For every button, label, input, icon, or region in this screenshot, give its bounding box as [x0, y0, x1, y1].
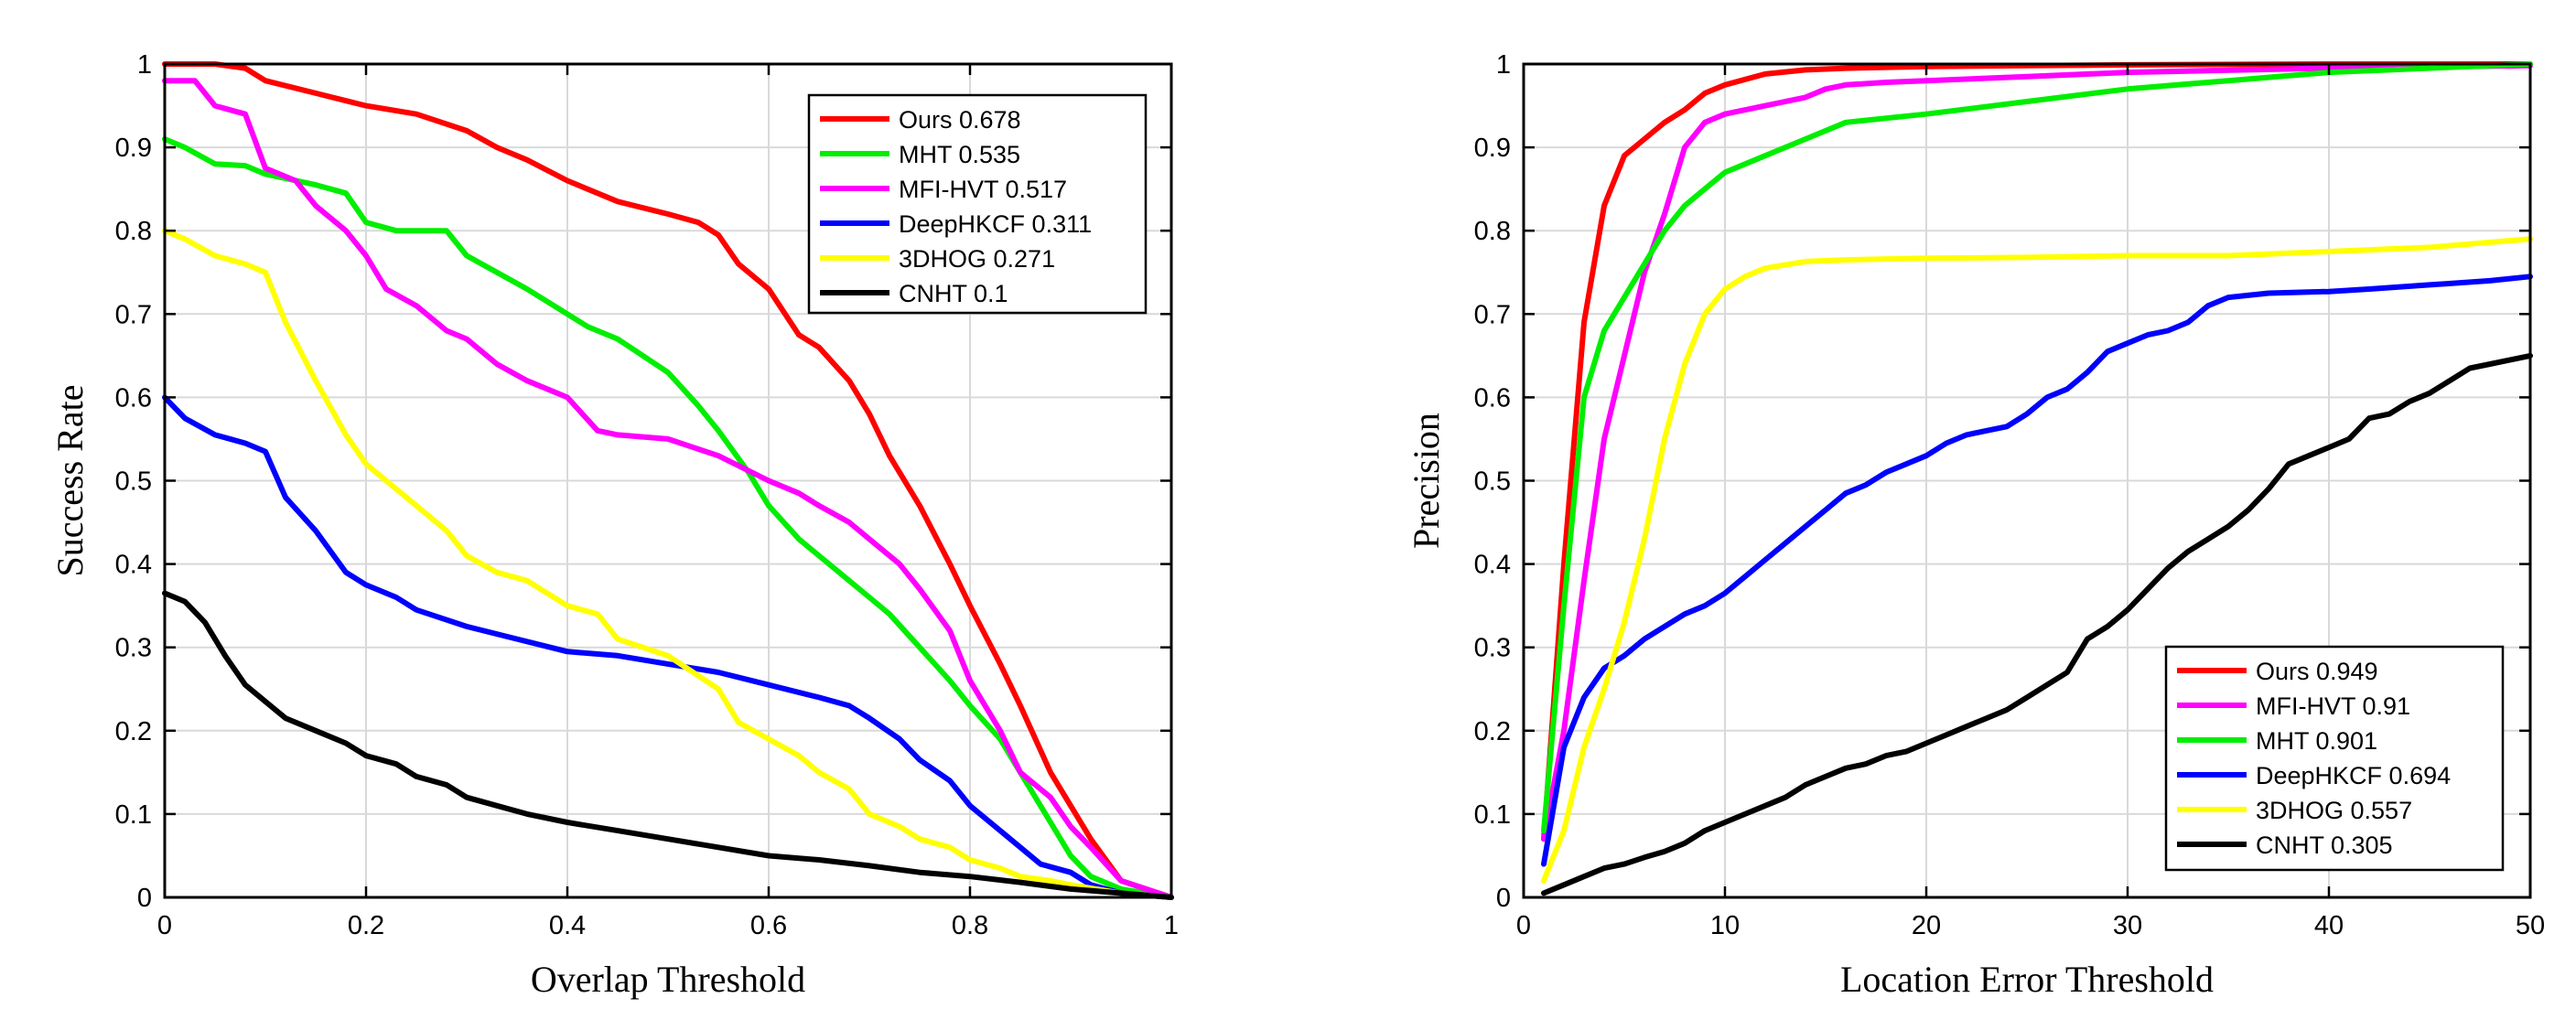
x-tick-label: 0.2 [348, 911, 384, 940]
legend-label: MHT 0.901 [2256, 727, 2377, 755]
series-line-deephkcf [1541, 274, 2533, 867]
y-tick-label: 1 [137, 50, 152, 80]
y-tick-label: 0.2 [115, 717, 152, 746]
x-tick-label: 1 [1164, 911, 1179, 940]
series-line-3dhog [1541, 236, 2533, 884]
y-tick-label: 0.7 [1474, 300, 1511, 329]
success-plot: 0 0.2 0.4 0.6 0.8 1 0 0.1 0.2 0.3 0.4 0.5 0.6 0.7 0.8 0… [49, 50, 1179, 1000]
y-tick-label: 0.8 [1474, 217, 1511, 246]
y-tick-label: 0.4 [1474, 551, 1511, 580]
x-tick-label: 50 [2516, 911, 2545, 940]
success-plot-legend: Ours 0.678 MHT 0.535 MFI-HVT 0.517 DeepHKCF… [807, 93, 1148, 315]
y-tick-label: 0.8 [115, 217, 152, 246]
precision-plot-legend: Ours 0.949 MFI-HVT 0.91 MHT 0.901 DeepHKCF … [2164, 645, 2505, 872]
series-line-ours [1541, 61, 2533, 842]
x-tick-label: 0 [157, 911, 172, 940]
legend-label: Ours 0.678 [899, 106, 1021, 134]
series-line-mfi-hvt [162, 78, 1174, 900]
success-plot-ticks: 0 0.2 0.4 0.6 0.8 1 0 0.1 0.2 0.3 0.4 0.5 0.6 0.7 0.8 0… [115, 50, 1179, 940]
legend-label: DeepHKCF 0.311 [899, 210, 1092, 238]
precision-plot: 0 10 20 30 40 50 0 0.1 0.2 0.3 0.4 0.5 0.6 0.7 0.8 0.9 1… [1406, 50, 2545, 1000]
y-tick-label: 0.1 [115, 800, 152, 830]
series-line-cnht [162, 590, 1174, 900]
y-tick-label: 0 [137, 884, 152, 913]
y-axis-title: Success Rate [49, 385, 91, 577]
x-tick-label: 10 [1710, 911, 1740, 940]
legend-label: MFI-HVT 0.517 [899, 176, 1067, 203]
success-plot-series [162, 61, 1174, 900]
series-line-ours [162, 61, 1174, 900]
y-tick-label: 0.6 [115, 383, 152, 413]
y-tick-label: 0.9 [1474, 134, 1511, 163]
y-tick-label: 0.3 [115, 634, 152, 663]
legend-label: CNHT 0.305 [2256, 832, 2393, 859]
y-tick-label: 0 [1496, 884, 1511, 913]
y-tick-label: 0.5 [1474, 467, 1511, 497]
series-line-mht [1541, 61, 2533, 834]
legend-box [807, 93, 1148, 315]
precision-plot-ticks: 0 10 20 30 40 50 0 0.1 0.2 0.3 0.4 0.5 0.6 0.7 0.8 0.9 1 [1474, 50, 2545, 940]
x-tick-label: 30 [2113, 911, 2142, 940]
legend-label: 3DHOG 0.271 [899, 245, 1055, 273]
x-tick-label: 0 [1516, 911, 1531, 940]
y-tick-label: 0.7 [115, 300, 152, 329]
series-line-mfi-hvt [1541, 62, 2533, 842]
legend-label: Ours 0.949 [2256, 658, 2378, 685]
legend-label: MFI-HVT 0.91 [2256, 692, 2410, 720]
y-tick-label: 0.9 [115, 134, 152, 163]
y-tick-label: 0.5 [115, 467, 152, 497]
x-tick-label: 0.6 [750, 911, 787, 940]
y-tick-label: 0.1 [1474, 800, 1511, 830]
y-tick-label: 0.3 [1474, 634, 1511, 663]
x-axis-title: Overlap Threshold [531, 959, 805, 1000]
series-line-mht [162, 136, 1174, 900]
x-tick-label: 20 [1912, 911, 1941, 940]
x-tick-label: 40 [2314, 911, 2344, 940]
series-line-3dhog [162, 228, 1174, 900]
y-tick-label: 0.4 [115, 551, 152, 580]
x-tick-label: 0.8 [952, 911, 988, 940]
y-tick-label: 0.2 [1474, 717, 1511, 746]
legend-label: MHT 0.535 [899, 141, 1020, 168]
legend-label: DeepHKCF 0.694 [2256, 762, 2451, 789]
series-line-deephkcf [162, 394, 1174, 900]
x-axis-title: Location Error Threshold [1840, 959, 2214, 1000]
y-tick-label: 1 [1496, 50, 1511, 80]
x-tick-label: 0.4 [549, 911, 586, 940]
y-tick-label: 0.6 [1474, 383, 1511, 413]
y-axis-title: Precision [1406, 413, 1447, 549]
legend-label: CNHT 0.1 [899, 280, 1008, 307]
precision-plot-series [1541, 61, 2533, 896]
legend-label: 3DHOG 0.557 [2256, 797, 2412, 824]
legend-box [2164, 645, 2505, 872]
series-line-cnht [1541, 352, 2533, 896]
